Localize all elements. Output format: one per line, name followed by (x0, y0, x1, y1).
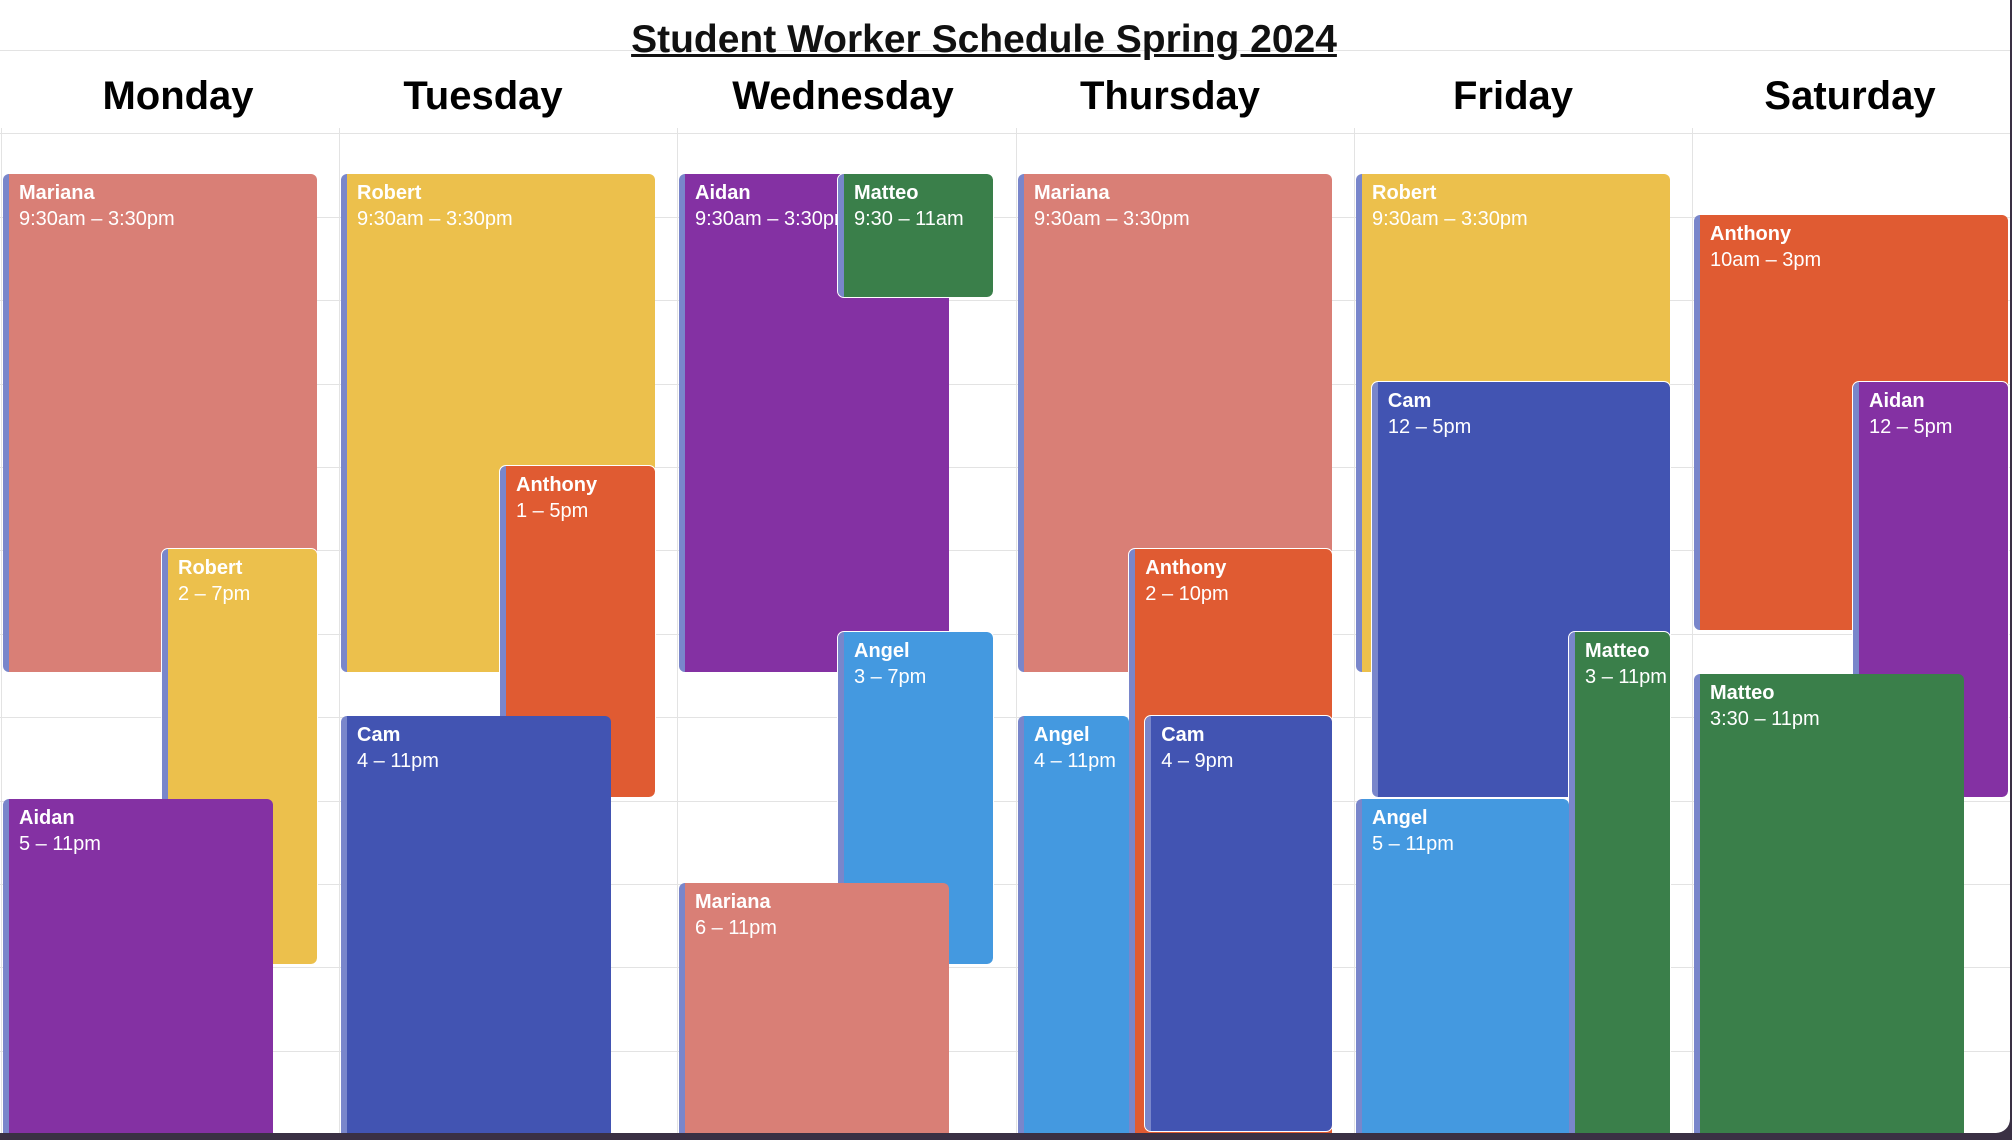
event-time: 2 – 7pm (178, 583, 251, 605)
event-time: 3 – 11pm (1585, 666, 1667, 689)
day-column-divider (1, 128, 2, 1133)
event-time: 9:30am – 3:30pm (695, 207, 851, 230)
event-name: Angel (1034, 723, 1090, 746)
day-header-wednesday: Wednesday (732, 74, 954, 118)
event-name: Angel (1372, 807, 1428, 830)
day-column-divider (1016, 128, 1017, 1133)
hour-gridline (0, 467, 2010, 468)
event-time: 9:30 – 11am (854, 207, 964, 230)
event-time: 2 – 10pm (1145, 583, 1229, 605)
event-time: 9:30am – 3:30pm (1372, 207, 1528, 230)
event-time: 10am – 3pm (1710, 249, 1822, 272)
day-column-divider (1354, 128, 1355, 1133)
event-name: Matteo (1585, 640, 1650, 663)
day-header-thursday: Thursday (1079, 74, 1261, 118)
event-name: Anthony (1145, 557, 1227, 579)
event-block-monday-aidan[interactable]: Aidan 5 – 11pm (3, 799, 274, 1133)
event-name: Angel (854, 640, 910, 663)
event-time: 9:30am – 3:30pm (357, 207, 513, 230)
hour-gridline (0, 717, 2010, 718)
hour-gridline (0, 384, 2010, 385)
hour-gridline (0, 550, 2010, 551)
event-name: Robert (178, 557, 243, 579)
hour-gridline (0, 300, 2010, 301)
event-time: 5 – 11pm (1372, 833, 1454, 856)
event-time: 4 – 11pm (1034, 749, 1116, 772)
hour-gridline (0, 884, 2010, 885)
event-name: Anthony (516, 473, 598, 496)
day-header-friday: Friday (1452, 74, 1574, 118)
event-time: 9:30am – 3:30pm (1034, 207, 1190, 230)
event-name: Cam (357, 723, 401, 746)
day-header-monday: Monday (102, 74, 254, 118)
event-block-thursday-angel[interactable]: Angel 4 – 11pm (1018, 715, 1130, 1133)
event-block-saturday-matteo[interactable]: Matteo 3:30 – 11pm (1694, 674, 1965, 1133)
event-time: 3:30 – 11pm (1710, 708, 1820, 731)
event-time: 6 – 11pm (695, 916, 777, 939)
day-column-divider (677, 128, 678, 1133)
event-name: Robert (357, 181, 422, 204)
event-block-thursday-cam[interactable]: Cam 4 – 9pm (1144, 714, 1333, 1132)
event-time: 1 – 5pm (516, 499, 589, 522)
event-time: 12 – 5pm (1869, 416, 1953, 439)
hour-gridline (0, 50, 2010, 51)
event-name: Matteo (1710, 682, 1775, 705)
event-name: Mariana (19, 181, 95, 204)
hour-gridline (0, 217, 2010, 218)
hour-gridline (0, 634, 2010, 635)
event-name: Matteo (854, 181, 919, 204)
day-header-saturday: Saturday (1764, 74, 1936, 118)
event-block-wednesday-mariana[interactable]: Mariana 6 – 11pm (679, 882, 950, 1133)
event-name: Mariana (695, 890, 771, 913)
event-time: 5 – 11pm (19, 833, 101, 856)
event-time: 9:30am – 3:30pm (19, 207, 175, 230)
event-name: Cam (1387, 390, 1432, 413)
event-time: 12 – 5pm (1387, 416, 1472, 439)
event-name: Aidan (1869, 390, 1925, 413)
event-block-tuesday-cam[interactable]: Cam 4 – 11pm (341, 715, 612, 1133)
event-name: Aidan (695, 181, 751, 204)
hour-gridline (0, 967, 2010, 968)
day-column-divider (1692, 128, 1693, 1133)
schedule-title: Student Worker Schedule Spring 2024 (631, 18, 1337, 61)
event-name: Aidan (19, 807, 75, 830)
event-time: 3 – 7pm (854, 666, 927, 689)
event-time: 4 – 9pm (1161, 749, 1234, 772)
event-name: Cam (1161, 723, 1205, 746)
day-header-tuesday: Tuesday (403, 74, 563, 118)
event-block-friday-matteo[interactable]: Matteo 3 – 11pm (1568, 631, 1671, 1133)
event-name: Anthony (1710, 223, 1792, 246)
event-name: Mariana (1034, 181, 1110, 204)
day-column-divider (339, 128, 340, 1133)
event-name: Robert (1372, 181, 1437, 204)
event-block-friday-angel[interactable]: Angel 5 – 11pm (1356, 799, 1570, 1133)
hour-gridline (0, 801, 2010, 802)
hour-gridline (0, 133, 2010, 134)
event-time: 4 – 11pm (357, 749, 439, 772)
hour-gridline (0, 1051, 2010, 1052)
event-block-wednesday-matteo[interactable]: Matteo 9:30 – 11am (837, 172, 994, 298)
